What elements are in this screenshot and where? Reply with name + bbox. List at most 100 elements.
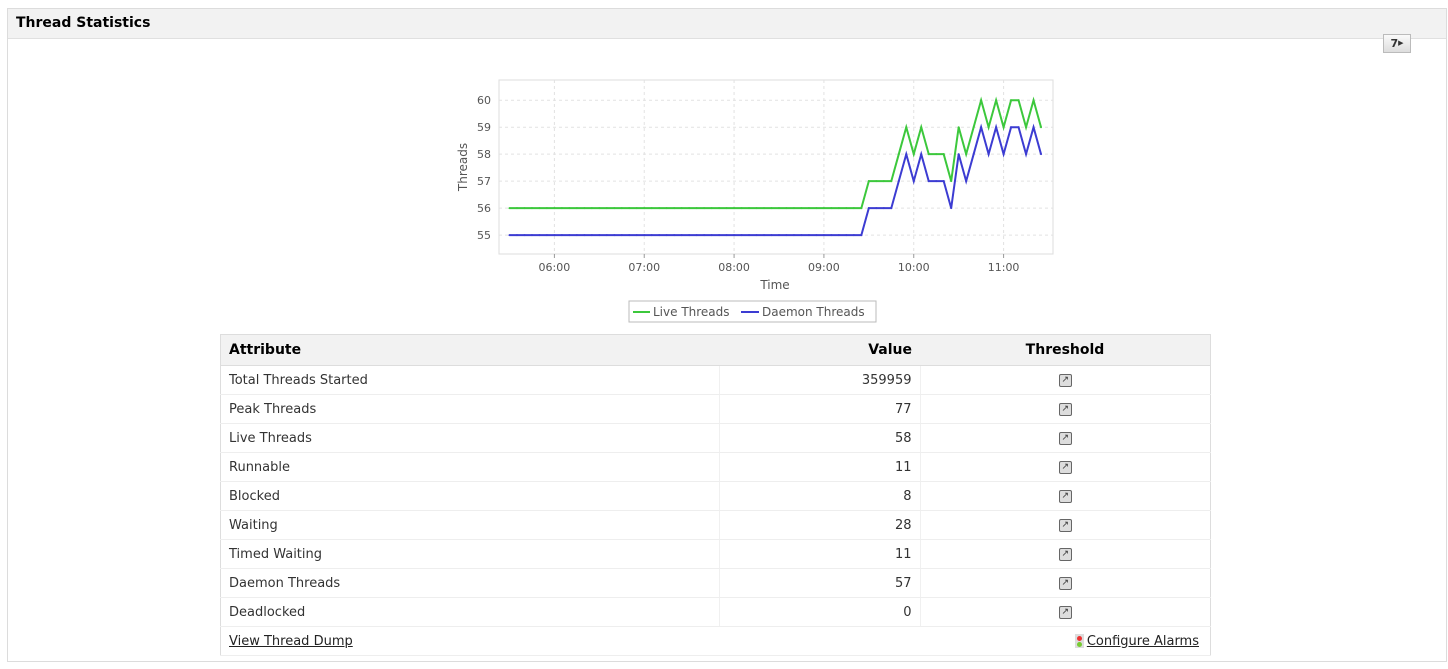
threshold-edit-icon[interactable]: ↗ <box>1058 460 1072 474</box>
thread-attributes-table: Attribute Value Threshold Total Threads … <box>220 334 1211 656</box>
data-point <box>575 234 578 237</box>
data-point <box>575 207 578 210</box>
period-label: 7 <box>1390 37 1399 50</box>
data-point <box>583 207 586 210</box>
period-button[interactable]: 7▶ <box>1383 34 1411 53</box>
data-point <box>680 234 683 237</box>
data-point <box>545 234 548 237</box>
data-point <box>1025 153 1028 156</box>
data-point <box>1002 126 1005 129</box>
view-thread-dump-link[interactable]: View Thread Dump <box>229 633 353 649</box>
threshold-edit-icon[interactable]: ↗ <box>1058 547 1072 561</box>
data-point <box>568 207 571 210</box>
data-point <box>748 234 751 237</box>
legend-live: Live Threads <box>653 305 730 319</box>
data-point <box>950 207 953 210</box>
data-point <box>755 234 758 237</box>
data-point <box>733 207 736 210</box>
data-point <box>1010 99 1013 102</box>
data-point <box>882 207 885 210</box>
data-point <box>628 234 631 237</box>
y-tick-label: 58 <box>477 148 491 161</box>
attribute-cell: Blocked <box>220 481 719 511</box>
data-point <box>897 153 900 156</box>
data-point <box>658 207 661 210</box>
data-point <box>710 207 713 210</box>
data-point <box>688 234 691 237</box>
data-point <box>613 234 616 237</box>
data-point <box>740 207 743 210</box>
data-point <box>785 234 788 237</box>
plot-area <box>498 79 1054 255</box>
panel-title: Thread Statistics <box>8 9 1446 39</box>
data-point <box>553 207 556 210</box>
data-point <box>530 207 533 210</box>
threshold-edit-icon[interactable]: ↗ <box>1058 431 1072 445</box>
data-point <box>725 234 728 237</box>
data-point <box>935 153 938 156</box>
threshold-edit-icon[interactable]: ↗ <box>1058 576 1072 590</box>
data-point <box>890 207 893 210</box>
data-point <box>807 207 810 210</box>
data-point <box>845 207 848 210</box>
data-point <box>800 234 803 237</box>
data-point <box>673 207 676 210</box>
y-tick-label: 59 <box>477 121 491 134</box>
data-point <box>703 207 706 210</box>
configure-alarms-link[interactable]: Configure Alarms <box>1086 633 1199 649</box>
data-point <box>688 207 691 210</box>
value-cell: 11 <box>718 539 921 569</box>
data-point <box>748 207 751 210</box>
data-point <box>815 207 818 210</box>
data-point <box>942 153 945 156</box>
data-point <box>508 207 511 210</box>
data-point <box>897 180 900 183</box>
data-point <box>860 207 863 210</box>
x-tick-label: 08:00 <box>718 261 750 274</box>
data-point <box>1017 99 1020 102</box>
data-point <box>530 234 533 237</box>
attribute-cell: Runnable <box>220 452 719 482</box>
thread-chart: 55 56 57 58 59 60 06:00 07:00 08:00 09:00 10:00 11:… <box>456 79 1054 323</box>
data-point <box>680 207 683 210</box>
data-point <box>710 234 713 237</box>
data-point <box>770 207 773 210</box>
data-point <box>560 234 563 237</box>
data-point <box>763 234 766 237</box>
data-point <box>785 207 788 210</box>
x-tick-label: 06:00 <box>539 261 571 274</box>
table-row: Runnable 11 ↗ <box>220 452 1211 482</box>
data-point <box>665 207 668 210</box>
table-row: Daemon Threads 57 ↗ <box>220 568 1211 598</box>
table-row: Peak Threads 77 ↗ <box>220 394 1211 424</box>
data-point <box>695 207 698 210</box>
value-cell: 8 <box>718 481 921 511</box>
data-point <box>628 207 631 210</box>
data-point <box>598 234 601 237</box>
threshold-edit-icon[interactable]: ↗ <box>1058 373 1072 387</box>
data-point <box>837 234 840 237</box>
data-point <box>867 207 870 210</box>
data-point <box>515 207 518 210</box>
threshold-edit-icon[interactable]: ↗ <box>1058 605 1072 619</box>
data-point <box>792 207 795 210</box>
table-row: Timed Waiting 11 ↗ <box>220 539 1211 569</box>
data-point <box>822 207 825 210</box>
data-point <box>980 126 983 129</box>
header-threshold: Threshold <box>920 334 1211 366</box>
data-point <box>890 180 893 183</box>
data-point <box>875 207 878 210</box>
data-point <box>650 207 653 210</box>
header-value: Value <box>719 334 920 366</box>
threshold-edit-icon[interactable]: ↗ <box>1058 402 1072 416</box>
data-point <box>1032 126 1035 129</box>
data-point <box>695 234 698 237</box>
x-tick-label: 11:00 <box>988 261 1020 274</box>
threshold-edit-icon[interactable]: ↗ <box>1058 489 1072 503</box>
data-point <box>598 207 601 210</box>
data-point <box>777 234 780 237</box>
data-point <box>515 234 518 237</box>
threshold-edit-icon[interactable]: ↗ <box>1058 518 1072 532</box>
data-point <box>822 234 825 237</box>
data-point <box>905 126 908 129</box>
